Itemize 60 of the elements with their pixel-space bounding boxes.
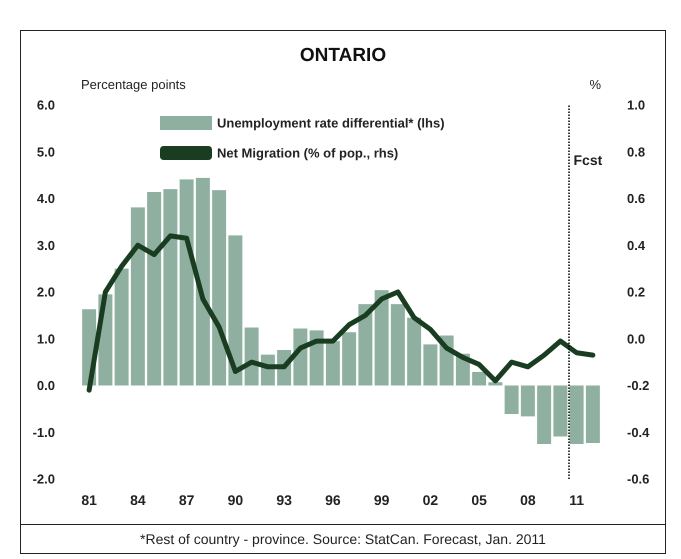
y2-axis-title: % [589, 77, 602, 92]
y2-tick-label: 0.4 [627, 238, 646, 253]
bar [570, 386, 584, 444]
x-tick-label: 05 [471, 492, 488, 508]
y2-tick-label: 0.2 [627, 284, 646, 300]
y-tick-label: 3.0 [36, 238, 55, 253]
x-tick-label: 93 [276, 492, 292, 508]
bar [326, 341, 340, 386]
bar [130, 207, 145, 386]
y2-tick-label: -0.4 [627, 424, 650, 440]
bar [520, 386, 535, 416]
y-tick-label: -1.0 [32, 424, 55, 440]
legend-label: Unemployment rate differential* (lhs) [217, 116, 445, 130]
y-tick-label: 5.0 [36, 144, 55, 160]
x-tick-label: 02 [422, 492, 438, 508]
y-tick-label: 1.0 [36, 331, 55, 346]
x-tick-label: 87 [178, 492, 195, 508]
y-tick-label: 2.0 [36, 284, 55, 300]
bar [342, 332, 356, 386]
bar [423, 344, 438, 386]
x-tick-label: 81 [81, 492, 98, 508]
bar [407, 318, 422, 386]
legend-label: Net Migration (% of pop., rhs) [217, 146, 398, 160]
x-tick-label: 11 [569, 492, 584, 508]
bar [586, 386, 600, 444]
y2-tick-label: 0.8 [627, 144, 646, 160]
bar [196, 178, 210, 386]
bar [163, 189, 178, 386]
text: *Rest of country - province. Source: StatCan. Forecast, Jan. 2011 [21, 525, 665, 553]
bar [114, 268, 129, 386]
chart-title: ONTARIO [300, 45, 386, 66]
y2-tick-label: 0.0 [627, 331, 646, 346]
y-tick-label: 4.0 [36, 191, 55, 206]
x-tick-label: 96 [325, 492, 341, 508]
y2-tick-label: 1.0 [627, 98, 646, 112]
bar [147, 192, 162, 386]
bar [553, 386, 568, 436]
y-tick-label: -2.0 [32, 472, 55, 486]
bar [180, 179, 194, 386]
y2-tick-label: -0.2 [627, 378, 650, 393]
bar [374, 290, 389, 386]
x-tick-label: 90 [228, 492, 244, 508]
bar [504, 386, 519, 414]
y-tick-label: 0.0 [36, 378, 55, 393]
ref-line-label: Fcst [574, 152, 603, 168]
bar [358, 304, 372, 386]
y-axis-title: Percentage points [81, 77, 186, 92]
bar [488, 382, 502, 386]
y-tick-label: 6.0 [36, 98, 55, 112]
x-tick-label: 99 [374, 492, 390, 508]
bar [212, 190, 226, 386]
x-tick-label: 08 [520, 492, 536, 508]
x-tick-label: 84 [130, 492, 146, 508]
bar [472, 372, 486, 386]
bar [228, 235, 242, 386]
y2-tick-label: -0.6 [627, 472, 650, 486]
bar [310, 330, 324, 386]
bar [537, 386, 552, 444]
bar [390, 304, 405, 386]
y2-tick-label: 0.6 [627, 191, 646, 206]
